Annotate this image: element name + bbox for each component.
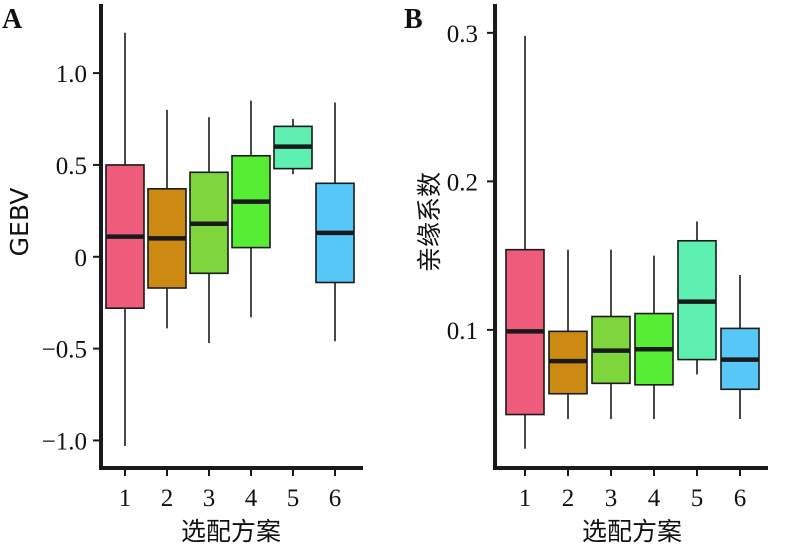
panel-a: A −1.0 −0.5 0 0.5 1.0 1 2 3 4 5 6 选配方案 GEBV xyxy=(2,4,363,544)
panel-b-y-axis-title: 亲缘系数 xyxy=(415,172,444,272)
panel-a-x-tick-label: 1 xyxy=(119,485,132,512)
panel-b-letter: B xyxy=(404,4,423,35)
panel-b-x-tick-label: 6 xyxy=(734,485,747,512)
panel-a-x-tick-label: 3 xyxy=(203,485,216,512)
panel-a-y-tick-label: 0 xyxy=(75,245,88,272)
panel-b-x-tick-label: 4 xyxy=(648,485,661,512)
panel-a-x-axis-title: 选配方案 xyxy=(181,517,281,544)
panel-a-y-tick-label: −1.0 xyxy=(42,428,87,455)
panel-a-x-tick-label: 2 xyxy=(161,485,174,512)
panel-a-y-tick-label: 1.0 xyxy=(56,61,87,88)
panel-a-y-tick-label: 0.5 xyxy=(56,153,87,180)
panel-b-x-tick-label: 1 xyxy=(519,485,532,512)
panel-b-x-tick-label: 5 xyxy=(691,485,704,512)
panel-b-y-tick-label: 0.3 xyxy=(447,21,478,48)
panel-b: B 0.1 0.2 0.3 1 2 3 4 5 6 选配方案 亲缘系数 xyxy=(404,4,768,544)
panel-b-x-tick-label: 2 xyxy=(562,485,575,512)
panel-b-x-tick-label: 3 xyxy=(605,485,618,512)
panel-a-y-axis-title: GEBV xyxy=(5,188,34,257)
panel-b-y-tick-label: 0.1 xyxy=(447,318,478,345)
panel-a-letter: A xyxy=(2,4,23,35)
panel-a-x-tick-label: 4 xyxy=(245,485,258,512)
panel-b-x-axis-title: 选配方案 xyxy=(582,517,682,544)
panel-a-x-tick-label: 5 xyxy=(287,485,300,512)
panel-a-y-tick-label: −0.5 xyxy=(42,337,87,364)
panel-b-y-tick-label: 0.2 xyxy=(447,169,478,196)
panel-a-x-tick-label: 6 xyxy=(329,485,342,512)
